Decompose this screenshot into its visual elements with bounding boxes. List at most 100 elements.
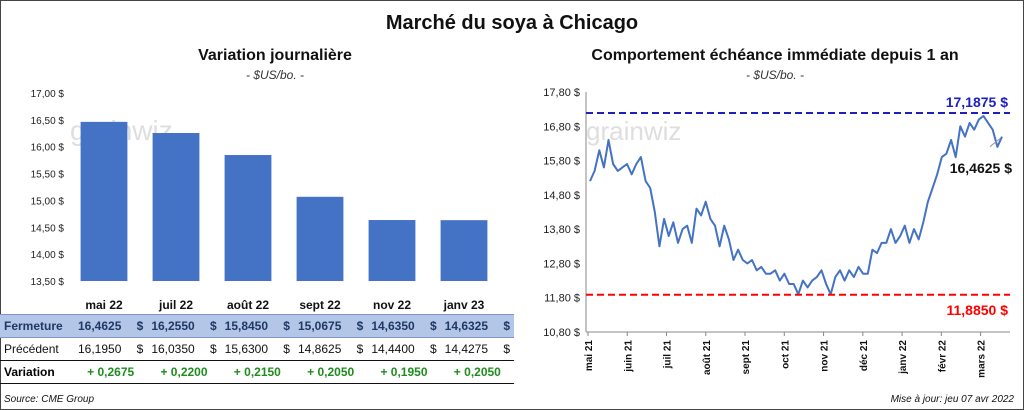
- price-table: Fermeture 16,4625 $ 16,2550 $ 15,8450 $ 15,…: [0, 314, 514, 384]
- bar: [224, 155, 272, 281]
- line-chart-title: Comportement échéance immédiate depuis 1…: [591, 47, 959, 64]
- bar-chart-title: Variation journalière: [198, 47, 352, 64]
- variation-value: + 0,2050: [440, 360, 514, 384]
- close-value: 15,0675: [297, 319, 342, 333]
- min-label: 11,8850 $: [946, 302, 1008, 318]
- close-value: 16,4625: [78, 319, 122, 333]
- source-note: Source: CME Group: [4, 394, 95, 405]
- bar: [296, 196, 344, 281]
- bar: [368, 220, 416, 281]
- y-tick-label: 13,50 $: [31, 277, 65, 288]
- table-row-variation: Variation + 0,2675 + 0,2200 + 0,2150 + 0…: [0, 360, 514, 384]
- cell-close-2: 15,8450 $: [220, 314, 294, 338]
- x-tick-label: janv 23: [443, 298, 485, 312]
- unit: $: [209, 342, 217, 356]
- price-series-line: [589, 115, 1003, 296]
- line-chart: grainwiz 17,1875 $ 11,8850 $ 16,4625 $ 1…: [543, 87, 1012, 378]
- unit: $: [136, 342, 144, 356]
- update-note: Mise à jour: jeu 07 avr 2022: [890, 394, 1014, 405]
- x-tick-label: nov 22: [373, 298, 411, 312]
- close-value: 16,2550: [151, 319, 195, 333]
- x-tick-label: sept 21: [741, 340, 752, 375]
- previous-value: 16,1950: [78, 342, 122, 356]
- x-tick-label: févr 22: [937, 340, 948, 373]
- previous-value: 14,8625: [297, 342, 342, 356]
- unit: $: [503, 319, 510, 333]
- cell-prev-1: 16,0350 $: [147, 338, 220, 361]
- y-tick-label: 14,50 $: [31, 223, 65, 234]
- x-tick-label: sept 22: [299, 298, 341, 312]
- y-tick-label: 15,80 $: [543, 156, 580, 168]
- unit: $: [136, 319, 144, 333]
- cell-prev-4: 14,4400 $: [367, 338, 440, 361]
- cell-prev-3: 14,8625 $: [294, 338, 367, 361]
- x-tick-label: janv 22: [898, 340, 909, 375]
- line-chart-watermark: grainwiz: [586, 116, 681, 146]
- bar: [152, 133, 200, 281]
- y-tick-label: 14,80 $: [543, 190, 580, 202]
- cell-close-5: 14,6325 $: [440, 314, 514, 338]
- unit: $: [209, 319, 217, 333]
- variation-value: + 0,2050: [293, 360, 368, 384]
- max-label: 17,1875 $: [946, 94, 1008, 110]
- x-tick-label: oct 21: [780, 340, 791, 369]
- y-tick-label: 13,80 $: [543, 224, 580, 236]
- y-tick-label: 15,00 $: [31, 196, 65, 207]
- table-row-previous: Précédent 16,1950 $ 16,0350 $ 15,6300 $ 14,…: [0, 338, 514, 361]
- row-label-variation: Variation: [0, 360, 74, 384]
- y-tick-label: 12,80 $: [543, 258, 580, 270]
- y-tick-label: 17,80 $: [543, 87, 580, 99]
- cell-close-3: 15,0675 $: [293, 314, 368, 338]
- last-price-label: 16,4625 $: [950, 160, 1012, 176]
- variation-value: + 0,2150: [220, 360, 294, 384]
- previous-value: 14,4275: [444, 342, 489, 356]
- x-tick-label: nov 21: [820, 340, 831, 372]
- y-tick-label: 17,00 $: [31, 89, 65, 100]
- cell-close-1: 16,2550 $: [147, 314, 221, 338]
- x-tick-label: mars 22: [977, 340, 988, 378]
- x-tick-label: déc 21: [859, 340, 870, 372]
- x-tick-label: août 22: [227, 298, 269, 312]
- unit: $: [429, 342, 437, 356]
- variation-value: + 0,2200: [147, 360, 221, 384]
- close-value: 14,6350: [371, 319, 415, 333]
- variation-value: + 0,1950: [367, 360, 441, 384]
- x-tick-label: juin 21: [623, 340, 634, 373]
- x-tick-label: août 21: [702, 340, 713, 375]
- unit: $: [503, 342, 510, 356]
- unit: $: [283, 319, 290, 333]
- previous-value: 14,4400: [371, 342, 415, 356]
- bar-chart: grainwiz 13,50 $14,00 $14,50 $15,00 $15,…: [31, 89, 488, 312]
- bar-chart-subtitle: - $US/bo. -: [245, 68, 305, 82]
- cell-close-4: 14,6350 $: [367, 314, 441, 338]
- y-tick-label: 15,50 $: [31, 170, 65, 181]
- cell-prev-5: 14,4275 $: [441, 338, 514, 361]
- close-value: 14,6325: [444, 319, 489, 333]
- row-label-previous: Précédent: [4, 342, 59, 356]
- row-label-close: Fermeture: [0, 314, 74, 338]
- previous-value: 16,0350: [151, 342, 195, 356]
- y-tick-label: 16,50 $: [31, 116, 65, 127]
- y-tick-label: 11,80 $: [544, 293, 580, 305]
- unit: $: [356, 319, 364, 333]
- last-price-leader: [989, 138, 1001, 147]
- unit: $: [429, 319, 437, 333]
- cell-close-0: 16,4625 $: [74, 314, 148, 338]
- cell-prev-0: 16,1950 $: [74, 338, 147, 361]
- y-tick-label: 16,80 $: [543, 121, 580, 133]
- cell-prev-2: 15,6300 $: [221, 338, 294, 361]
- bar: [440, 220, 488, 281]
- y-tick-label: 10,80 $: [543, 327, 580, 339]
- unit: $: [356, 342, 364, 356]
- x-tick-label: mai 22: [85, 298, 123, 312]
- unit: $: [283, 342, 290, 356]
- bar: [80, 121, 128, 281]
- variation-value: + 0,2675: [74, 360, 148, 384]
- close-value: 15,8450: [224, 319, 269, 333]
- x-tick-label: juil 22: [158, 298, 193, 312]
- table-row-close: Fermeture 16,4625 $ 16,2550 $ 15,8450 $ 15,…: [0, 314, 514, 338]
- page-title: Marché du soya à Chicago: [385, 12, 639, 34]
- y-tick-label: 16,00 $: [31, 143, 65, 154]
- y-tick-label: 14,00 $: [31, 250, 65, 261]
- line-chart-subtitle: - $US/bo. -: [745, 68, 805, 82]
